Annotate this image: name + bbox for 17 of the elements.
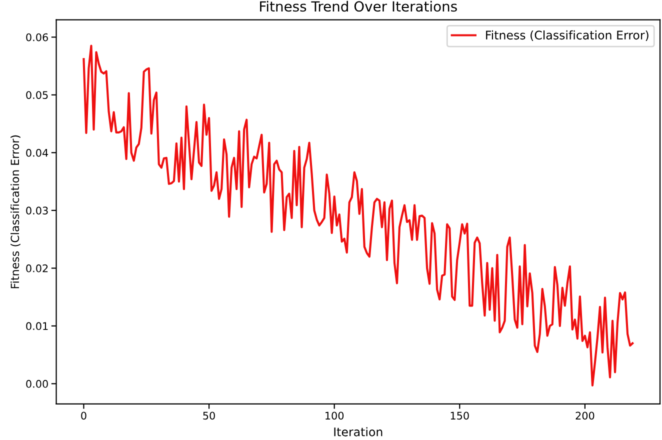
- x-tick-label: 200: [576, 412, 594, 420]
- x-axis-title: Iteration: [334, 427, 382, 436]
- chart-title: Fitness Trend Over Iterations: [260, 0, 457, 12]
- y-tick-label: 0.01: [26, 322, 48, 330]
- y-tick-label: 0.00: [26, 380, 48, 388]
- y-tick-label: 0.06: [26, 33, 48, 42]
- x-tick-label: 100: [326, 412, 344, 420]
- y-tick-label: 0.03: [26, 206, 48, 215]
- x-tick-label: 50: [203, 412, 215, 420]
- y-tick-label: 0.05: [26, 91, 48, 99]
- line-series: [82, 44, 634, 386]
- y-tick-label: 0.04: [26, 148, 48, 157]
- y-tick-label: 0.02: [26, 264, 48, 272]
- x-tick-label: 150: [450, 412, 469, 420]
- legend-label: Fitness (Classification Error): [486, 30, 648, 41]
- x-tick-label: 0: [81, 412, 86, 420]
- y-axis-title: Fitness (Classification Error): [10, 135, 20, 288]
